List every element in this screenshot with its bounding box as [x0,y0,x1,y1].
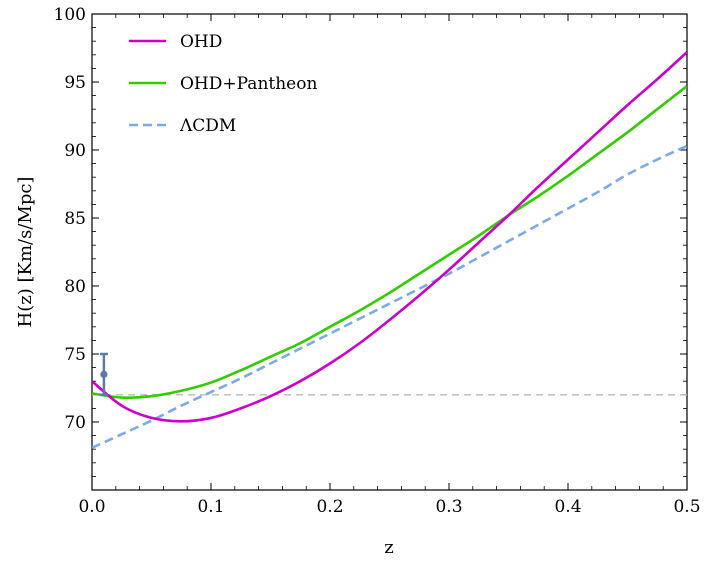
y-tick-label: 85 [64,209,86,229]
x-tick-label: 0.4 [554,497,581,517]
plot-frame [91,13,688,491]
y-tick-label: 80 [64,277,86,297]
series-line-ohd-pantheon [92,85,687,399]
y-tick-label: 100 [54,5,86,25]
legend-label: ΛCDM [179,116,236,136]
x-tick-label: 0.3 [435,497,462,517]
series-line--cdm [92,144,687,450]
x-tick-label: 0.2 [316,497,343,517]
x-tick-label: 0.1 [197,497,224,517]
y-axis-title: H(z) [Km/s/Mpc] [15,177,36,328]
x-tick-label: 0.5 [673,497,700,517]
error-point [100,370,108,378]
y-tick-label: 90 [64,141,86,161]
plot-area [92,51,687,450]
tick-marks [91,13,688,490]
y-tick-label: 75 [64,345,86,365]
series-line-ohd [92,51,687,423]
tick-labels: 0.0 0.1 0.2 0.3 0.4 0.5 70 75 80 85 90 95 100 [54,5,701,517]
legend: OHD OHD+Pantheon ΛCDM [129,32,317,136]
y-tick-label: 70 [64,413,86,433]
y-tick-label: 95 [64,73,86,93]
x-tick-label: 0.0 [78,497,105,517]
legend-label: OHD+Pantheon [180,74,317,94]
x-axis-title: z [384,537,393,558]
legend-label: OHD [180,32,222,52]
